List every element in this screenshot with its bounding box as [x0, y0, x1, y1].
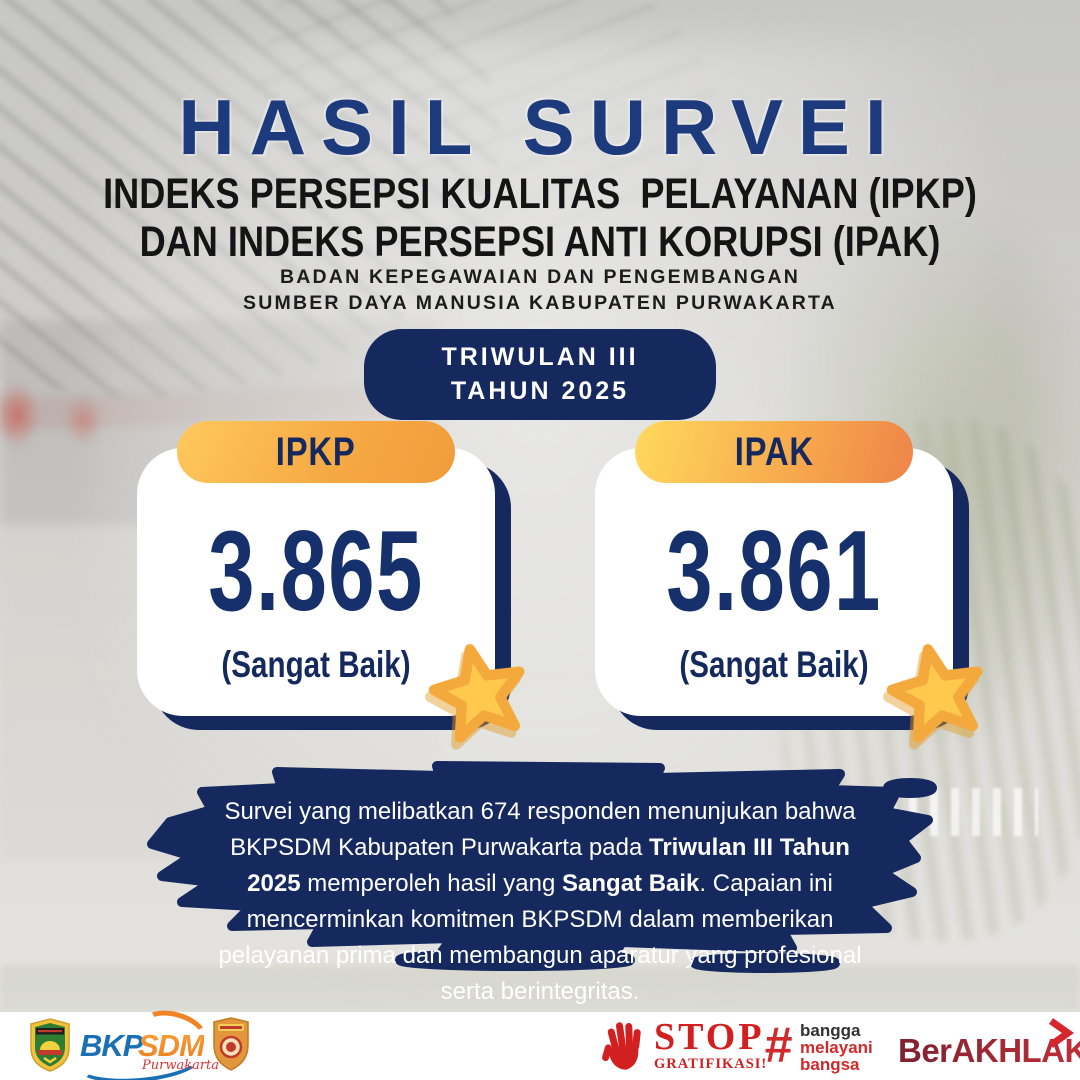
card-title-pill: IPKP	[177, 421, 455, 483]
stop-hand-icon	[602, 1022, 641, 1070]
subtitle-line-2: DAN INDEKS PERSEPSI ANTI KORUPSI (IPAK)	[139, 218, 941, 266]
bkpsdm-wordmark-logo: BKP SDM Purwakarta	[74, 1003, 219, 1080]
summary-section: Survei yang melibatkan 674 responden men…	[140, 760, 940, 1005]
purwakarta-script: Purwakarta	[142, 1058, 220, 1073]
score-value: 3.865	[208, 508, 424, 635]
bkpsdm-text-orange: SDM	[138, 1028, 205, 1063]
score-card-ipak: IPAK 3.861 (Sangat Baik)	[595, 421, 983, 743]
bangga-words: bangga melayani bangsa	[800, 1022, 873, 1073]
score-card-ipkp: IPKP 3.865 (Sangat Baik)	[137, 421, 525, 743]
summary-part-bold: Sangat Baik	[562, 870, 700, 897]
stop-text: STOP	[654, 1016, 765, 1058]
page-title: HASIL SURVEI	[178, 83, 902, 171]
footer-logo-strip: BKP SDM Purwakarta STOP	[0, 1003, 1080, 1080]
period-badge: TRIWULAN III TAHUN 2025	[364, 329, 716, 420]
card-label: IPKP	[276, 429, 356, 474]
berakhlak-logo: BerAKHLAK	[898, 1018, 1080, 1074]
period-line-2: TAHUN 2025	[450, 377, 630, 405]
score-rating: (Sangat Baik)	[221, 644, 411, 685]
summary-part-bold: Triwulan III Tahun 2025	[247, 834, 850, 897]
card-title-pill: IPAK	[635, 421, 913, 483]
subtitle-line-1: INDEKS PERSEPSI KUALITAS PELAYANAN (IPKP…	[103, 170, 977, 218]
star-icon	[886, 644, 983, 743]
card-label: IPAK	[734, 429, 814, 474]
purwakarta-crest-logo	[30, 1018, 70, 1072]
period-line-1: TRIWULAN III	[441, 343, 639, 371]
bkpsdm-text-blue: BKP	[80, 1028, 143, 1063]
star-icon	[428, 644, 525, 743]
berakhlak-text: BerAKHLAK	[898, 1032, 1080, 1070]
bangga-melayani-bangsa-logo: # bangga melayani bangsa	[764, 1017, 894, 1076]
summary-paragraph: Survei yang melibatkan 674 responden men…	[206, 794, 874, 1010]
summary-part: . Capaian ini mencerminkan komitmen BKPS…	[218, 870, 862, 1005]
flag-decor	[0, 380, 40, 450]
ground-decor	[0, 966, 1080, 1012]
hashtag-icon: #	[764, 1017, 792, 1073]
bkpsdm-shield-badge-logo	[213, 1017, 249, 1071]
summary-part: memperoleh hasil yang	[300, 870, 563, 897]
org-name-line-2: SUMBER DAYA MANUSIA KABUPATEN PURWAKARTA	[243, 292, 837, 314]
bangga-word-3: bangsa	[800, 1055, 860, 1074]
brush-stroke-shape	[147, 761, 937, 973]
bangga-word-1: bangga	[800, 1021, 861, 1040]
summary-part: Survei yang melibatkan 674 responden men…	[224, 798, 856, 861]
gratifikasi-text: GRATIFIKASI!	[654, 1056, 768, 1072]
score-value: 3.861	[666, 508, 882, 635]
stop-gratifikasi-logo: STOP GRATIFIKASI!	[598, 1018, 828, 1076]
org-name-line-1: BADAN KEPEGAWAIAN DAN PENGEMBANGAN	[279, 266, 801, 288]
score-rating: (Sangat Baik)	[679, 644, 869, 685]
chevron-right-icon	[1048, 1018, 1074, 1048]
bangga-word-2: melayani	[800, 1038, 873, 1057]
